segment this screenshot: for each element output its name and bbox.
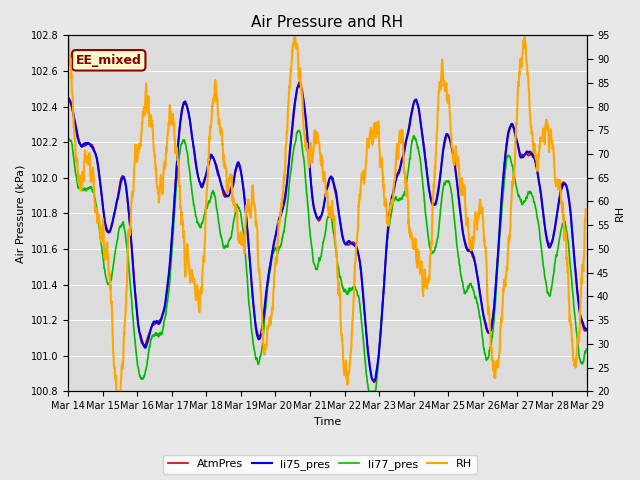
RH — [473, 219, 481, 225]
Text: EE_mixed: EE_mixed — [76, 54, 141, 67]
li77_pres — [317, 255, 324, 261]
li75_pres — [582, 327, 590, 333]
li77_pres — [568, 278, 575, 284]
li75_pres — [473, 271, 481, 276]
Legend: AtmPres, li75_pres, li77_pres, RH: AtmPres, li75_pres, li77_pres, RH — [163, 455, 477, 474]
li77_pres — [295, 127, 303, 133]
li75_pres — [295, 82, 303, 88]
li75_pres — [317, 214, 324, 219]
Line: li75_pres: li75_pres — [68, 85, 586, 381]
RH — [113, 388, 120, 394]
li77_pres — [582, 346, 590, 352]
AtmPres — [473, 269, 481, 275]
RH — [568, 338, 576, 344]
li75_pres — [91, 149, 99, 155]
li75_pres — [64, 95, 72, 100]
li77_pres — [568, 283, 576, 288]
RH — [317, 159, 324, 165]
li77_pres — [365, 388, 372, 394]
AtmPres — [295, 79, 303, 85]
RH — [291, 33, 298, 38]
li75_pres — [568, 227, 576, 232]
X-axis label: Time: Time — [314, 417, 341, 427]
Line: RH: RH — [68, 36, 586, 391]
li77_pres — [64, 137, 72, 143]
Line: AtmPres: AtmPres — [68, 82, 586, 383]
li77_pres — [91, 193, 99, 199]
li77_pres — [303, 191, 310, 196]
AtmPres — [371, 380, 378, 385]
li77_pres — [473, 300, 481, 306]
AtmPres — [582, 327, 590, 333]
AtmPres — [317, 216, 324, 222]
li75_pres — [303, 124, 310, 130]
Title: Air Pressure and RH: Air Pressure and RH — [252, 15, 403, 30]
RH — [303, 141, 311, 146]
Y-axis label: RH: RH — [615, 205, 625, 221]
RH — [582, 207, 590, 213]
Y-axis label: Air Pressure (kPa): Air Pressure (kPa) — [15, 164, 25, 263]
AtmPres — [568, 225, 575, 231]
li75_pres — [568, 223, 575, 229]
li75_pres — [371, 378, 378, 384]
AtmPres — [91, 148, 99, 154]
RH — [91, 198, 99, 204]
Line: li77_pres: li77_pres — [68, 130, 586, 391]
RH — [568, 332, 575, 338]
AtmPres — [64, 96, 72, 102]
AtmPres — [303, 128, 310, 134]
RH — [64, 36, 72, 42]
AtmPres — [568, 228, 576, 234]
